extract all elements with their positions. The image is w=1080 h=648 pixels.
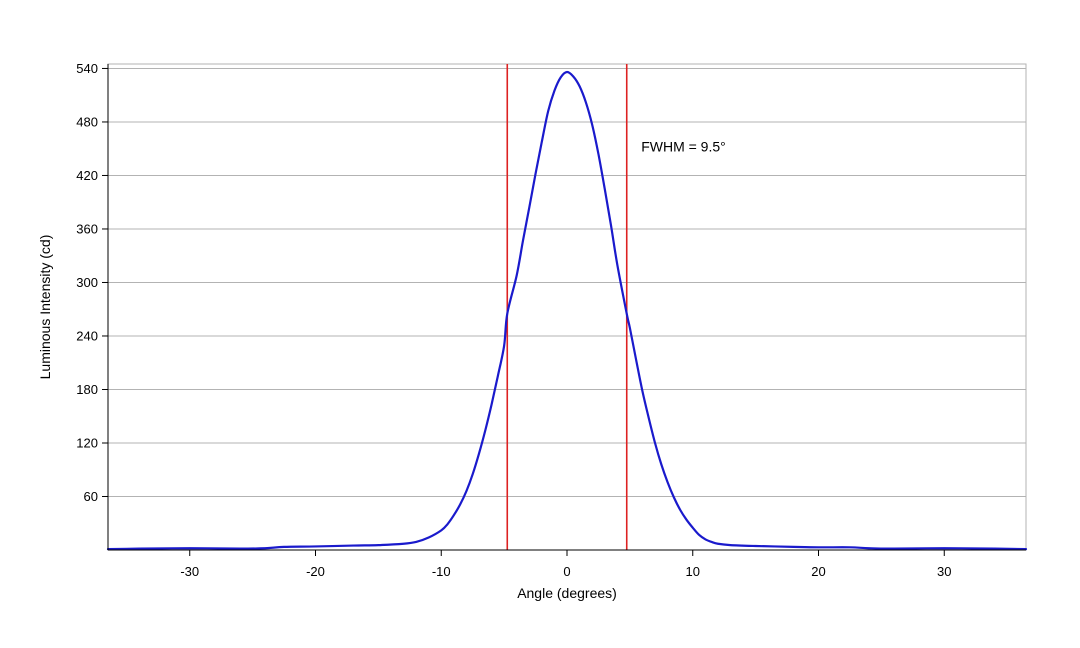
y-tick-label-420: 420	[76, 168, 98, 183]
fwhm-markers	[506, 64, 628, 550]
y-tick-label-180: 180	[76, 382, 98, 397]
x-tick-label--20: -20	[306, 564, 325, 579]
fwhm-annotation: FWHM = 9.5°	[641, 138, 726, 154]
y-axis-title: Luminous Intensity (cd)	[37, 235, 53, 380]
x-tick-label--30: -30	[180, 564, 199, 579]
y-axis-ticks: 60 120 180 240 300 360 420 480 540	[76, 61, 108, 504]
x-tick-label-10: 10	[686, 564, 700, 579]
x-tick-label-30: 30	[937, 564, 951, 579]
y-tick-label-480: 480	[76, 114, 98, 129]
y-tick-label-240: 240	[76, 328, 98, 343]
y-tick-label-540: 540	[76, 61, 98, 76]
x-axis-title: Angle (degrees)	[517, 585, 617, 601]
annotations: FWHM = 9.5°	[641, 138, 726, 154]
x-tick-label-0: 0	[563, 564, 570, 579]
y-tick-label-120: 120	[76, 435, 98, 450]
y-tick-label-300: 300	[76, 275, 98, 290]
y-tick-label-60: 60	[84, 489, 98, 504]
data-series	[106, 70, 1028, 551]
axes	[107, 64, 1026, 551]
y-tick-label-360: 360	[76, 221, 98, 236]
x-tick-label--10: -10	[432, 564, 451, 579]
x-axis-ticks: -30 -20 -10 0 10 20 30	[180, 550, 951, 579]
intensity-curve-0	[106, 70, 1028, 551]
gridlines	[108, 67, 1026, 497]
plot-frame	[107, 63, 1027, 551]
x-tick-label-20: 20	[811, 564, 825, 579]
